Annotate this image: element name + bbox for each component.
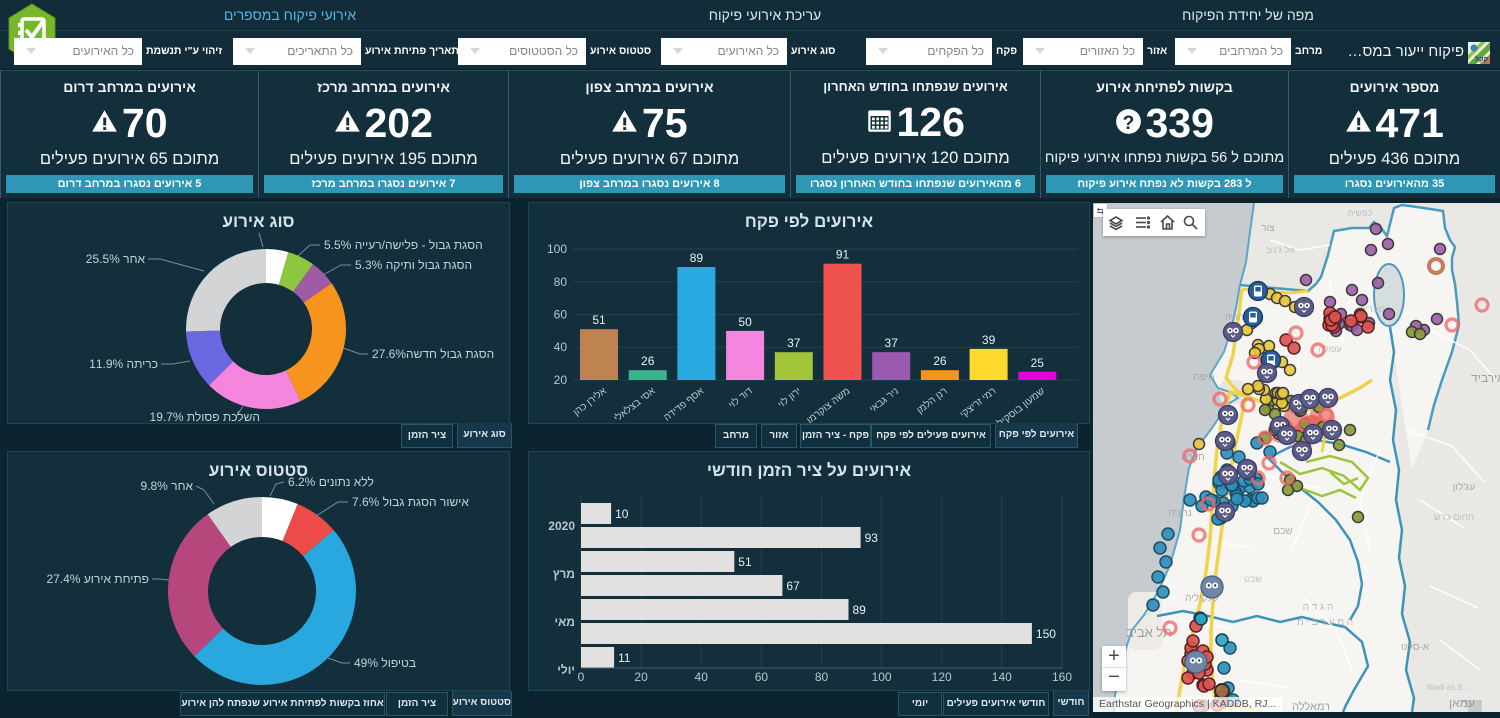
svg-text:רנן הלמן: רנן הלמן: [914, 385, 949, 416]
svg-text:נהריה: נהריה: [1225, 312, 1247, 322]
svg-text:עמאן: עמאן: [1449, 696, 1475, 710]
svg-text:אלירן כהן: אלירן כהן: [571, 384, 610, 418]
svg-text:80: 80: [554, 275, 568, 289]
svg-text:6.2% ללא נתונים: 6.2% ללא נתונים: [288, 475, 374, 489]
svg-text:צור: צור: [1261, 223, 1275, 234]
svg-text:אסף פדידה: אסף פדידה: [662, 385, 707, 423]
svg-text:89: 89: [853, 603, 867, 617]
svg-text:51: 51: [592, 313, 606, 327]
svg-text:25: 25: [1031, 356, 1045, 370]
svg-text:שכם: שכם: [1273, 526, 1292, 537]
svg-text:אסי בצלאלי: אסי בצלאלי: [612, 384, 659, 423]
svg-text:89: 89: [690, 251, 704, 265]
svg-text:0: 0: [578, 670, 585, 684]
svg-text:37: 37: [885, 336, 899, 350]
svg-text:100: 100: [872, 670, 892, 684]
svg-text:מרץ: מרץ: [553, 567, 575, 581]
svg-text:40: 40: [554, 340, 568, 354]
svg-text:שמעון בוסקילה: שמעון בוסקילה: [990, 385, 1047, 423]
svg-text:משה צוקרמן: משה צוקרמן: [805, 386, 853, 423]
svg-text:60: 60: [554, 308, 568, 322]
svg-text:25.5% אחר: 25.5% אחר: [86, 252, 146, 266]
svg-text:150: 150: [1036, 627, 1056, 641]
svg-text:50: 50: [738, 315, 752, 329]
svg-text:100: 100: [547, 242, 567, 256]
svg-text:160: 160: [1052, 670, 1072, 684]
svg-text:20: 20: [634, 670, 648, 684]
svg-text:11.9% כריתה: 11.9% כריתה: [89, 357, 158, 371]
svg-text:91: 91: [836, 248, 850, 262]
svg-text:ה מ ע ר ב י ת: ה מ ע ר ב י ת: [1297, 617, 1354, 628]
svg-text:37: 37: [787, 336, 801, 350]
svg-text:ניר גבאי: ניר גבאי: [868, 386, 901, 415]
svg-text:א-סלט: א-סלט: [1401, 641, 1430, 653]
svg-text:אירביד: אירביד: [1471, 371, 1500, 385]
svg-text:2020: 2020: [548, 519, 575, 533]
svg-text:10: 10: [615, 507, 629, 521]
svg-text:אל ג'נוב: אל ג'נוב: [1265, 245, 1295, 255]
svg-text:60: 60: [755, 670, 769, 684]
svg-text:11: 11: [618, 651, 631, 665]
svg-text:נתניה: נתניה: [1168, 508, 1192, 519]
svg-text:49% בטיפול: 49% בטיפול: [354, 656, 416, 670]
svg-text:תחום ג'רש: תחום ג'רש: [1434, 512, 1474, 522]
svg-text:ה ג ד ה: ה ג ד ה: [1303, 602, 1334, 613]
svg-text:חדרה: חדרה: [1181, 452, 1205, 463]
svg-text:120: 120: [932, 670, 952, 684]
svg-text:עפולה: עפולה: [1318, 344, 1341, 354]
svg-text:כפשיה: כפשיה: [1348, 208, 1373, 218]
svg-text:שבט: שבט: [1244, 574, 1262, 584]
svg-text:80: 80: [815, 670, 829, 684]
svg-text:20: 20: [554, 373, 568, 387]
svg-text:?: ?: [1123, 113, 1135, 134]
svg-text:5.3% הסגת גבול ותיקה: 5.3% הסגת גבול ותיקה: [355, 258, 472, 272]
svg-text:רמאללה: רמאללה: [1292, 700, 1330, 712]
svg-text:27.4% פתיחת אירוע: 27.4% פתיחת אירוע: [46, 572, 149, 586]
svg-text:7.6% אישור הסגת גבול: 7.6% אישור הסגת גבול: [352, 495, 469, 509]
svg-text:יולי: יולי: [557, 663, 575, 677]
svg-text:19.7% השלכת פסולת: 19.7% השלכת פסולת: [150, 410, 260, 423]
svg-text:מאי: מאי: [554, 615, 575, 629]
svg-text:טבריה: טבריה: [1360, 304, 1384, 314]
svg-text:140: 140: [992, 670, 1012, 684]
svg-text:עג'לון: עג'לון: [1453, 481, 1476, 493]
svg-text:חיפה: חיפה: [1193, 372, 1214, 383]
svg-text:תל אביב: תל אביב: [1126, 625, 1172, 640]
svg-text:5.5% הסגת גבול - פלישה/רעייה: 5.5% הסגת גבול - פלישה/רעייה: [324, 238, 483, 252]
svg-text:51: 51: [738, 555, 752, 569]
svg-text:רמי זריצקי: רמי זריצקי: [958, 386, 998, 421]
svg-text:67: 67: [786, 579, 800, 593]
svg-text:26: 26: [933, 354, 947, 368]
svg-text:ירון לוי: ירון לוי: [775, 385, 803, 411]
svg-text:93: 93: [865, 531, 879, 545]
svg-text:26: 26: [641, 354, 655, 368]
svg-text:40: 40: [695, 670, 709, 684]
svg-text:27.6%הסגת גבול חדשה: 27.6%הסגת גבול חדשה: [372, 347, 494, 361]
svg-text:קקל: קקל: [1475, 55, 1489, 63]
svg-text:9.8% אחר: 9.8% אחר: [140, 479, 193, 493]
svg-text:דוד לוי: דוד לוי: [726, 385, 755, 411]
svg-text:Wadi as S...: Wadi as S...: [1427, 683, 1470, 692]
svg-text:39: 39: [982, 333, 996, 347]
